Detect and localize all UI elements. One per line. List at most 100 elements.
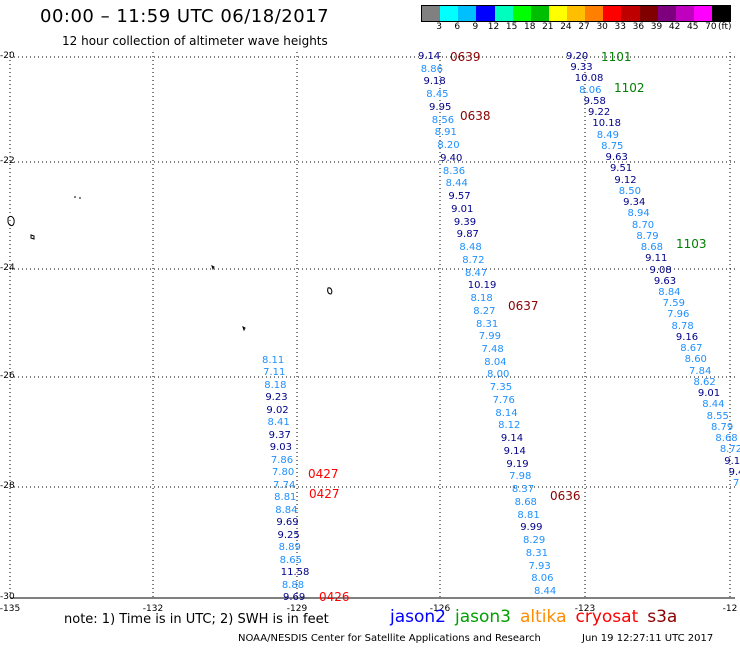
wave-height-value: 8.62 bbox=[693, 376, 716, 388]
wave-height-value: 7.98 bbox=[509, 471, 532, 483]
latitude-label: -28 bbox=[0, 481, 15, 491]
island-shape bbox=[327, 287, 333, 295]
pass-time-label: 0637 bbox=[508, 299, 539, 313]
color-swatch bbox=[440, 6, 459, 21]
wave-height-value: 9.20 bbox=[566, 51, 589, 62]
island-shape bbox=[211, 265, 215, 271]
color-scale-tick: 6 bbox=[454, 22, 461, 32]
pass-time-label: 1103 bbox=[676, 237, 707, 251]
wave-height-value: 8.04 bbox=[484, 356, 507, 368]
wave-height-value: 8.72 bbox=[719, 444, 740, 456]
wave-height-value: 8.79 bbox=[711, 421, 734, 433]
color-scale-tick: 24 bbox=[560, 22, 572, 32]
wave-height-value: 7.35 bbox=[489, 382, 513, 394]
wave-height-value: 9.4 bbox=[728, 466, 740, 478]
longitude-label: -132 bbox=[142, 604, 164, 614]
wave-height-value: 8.31 bbox=[525, 547, 548, 559]
wave-height-value: 8.79 bbox=[636, 230, 659, 242]
latitude-label: -26 bbox=[0, 371, 15, 381]
wave-height-value: 8.36 bbox=[442, 165, 466, 177]
wave-height-value: 7.9 bbox=[733, 478, 740, 489]
color-scale-tick: 42 bbox=[668, 22, 681, 32]
wave-height-value: 9.99 bbox=[520, 522, 543, 534]
color-swatch bbox=[422, 6, 441, 21]
color-swatch bbox=[530, 6, 549, 21]
wave-height-value: 9.63 bbox=[653, 275, 677, 287]
wave-height-value: 9.03 bbox=[269, 442, 292, 454]
wave-height-value: 7.96 bbox=[667, 309, 690, 321]
satellite-name-s3a: s3a bbox=[647, 607, 678, 627]
wave-height-value: 9.33 bbox=[570, 62, 593, 74]
color-scale-tick: 70 bbox=[705, 22, 717, 32]
color-swatch bbox=[603, 6, 622, 21]
wave-height-value: 8.12 bbox=[498, 420, 521, 432]
color-swatch bbox=[675, 6, 694, 21]
wave-height-value: 9.51 bbox=[609, 163, 633, 175]
wave-height-value: 9.23 bbox=[265, 392, 288, 404]
pass-time-label: 0638 bbox=[460, 109, 491, 123]
pass-time-label: 0426 bbox=[319, 590, 350, 604]
map-frame bbox=[9, 52, 735, 599]
color-swatch bbox=[585, 6, 604, 21]
island-shape bbox=[7, 215, 15, 226]
latitude-label: -24 bbox=[0, 263, 15, 273]
color-scale-tick: 18 bbox=[523, 22, 536, 32]
wave-height-value: 7.86 bbox=[270, 454, 294, 466]
color-swatch bbox=[512, 6, 531, 21]
wave-height-value: 9.14 bbox=[500, 433, 524, 445]
wave-height-value: 8.84 bbox=[658, 286, 681, 298]
wave-height-value: 9.95 bbox=[429, 101, 452, 113]
wave-height-value: 7.84 bbox=[689, 365, 712, 377]
wave-height-value: 8.81 bbox=[274, 492, 297, 504]
color-scale-tick: 9 bbox=[472, 22, 479, 32]
wave-height-value: 8.68 bbox=[640, 242, 663, 254]
color-swatch bbox=[693, 6, 712, 21]
wave-height-value: 7.76 bbox=[492, 394, 515, 406]
island-shape bbox=[74, 196, 81, 199]
wave-height-value: 9.14 bbox=[418, 51, 441, 62]
wave-height-value: 9.12 bbox=[614, 174, 637, 186]
pass-time-label: 1101 bbox=[601, 50, 632, 64]
wave-height-value: 8.31 bbox=[476, 318, 499, 330]
wave-height-value: 8.68 bbox=[514, 496, 537, 508]
longitude-label: -12 bbox=[722, 604, 738, 614]
wave-height-value: 9.40 bbox=[440, 152, 463, 164]
satellite-name-altika: altika bbox=[520, 607, 567, 627]
wave-height-value: 8.14 bbox=[495, 407, 518, 419]
wave-height-value: 8.68 bbox=[715, 433, 738, 445]
latitude-label: -22 bbox=[0, 156, 15, 166]
wave-height-value: 8.27 bbox=[473, 305, 496, 317]
wave-height-value: 8.55 bbox=[706, 410, 729, 422]
wave-height-value: 9.87 bbox=[456, 229, 479, 241]
wave-height-value: 7.59 bbox=[662, 298, 685, 310]
color-swatch bbox=[494, 6, 513, 21]
wave-height-value: 8.75 bbox=[601, 140, 624, 152]
color-swatch bbox=[712, 6, 731, 21]
wave-height-value: 8.60 bbox=[684, 354, 707, 366]
color-scale-unit: (ft) bbox=[718, 22, 732, 32]
color-swatch bbox=[458, 6, 477, 21]
latitude-label: -30 bbox=[0, 592, 15, 602]
color-scale-tick: 15 bbox=[505, 22, 518, 32]
wave-height-value: 9.12 bbox=[724, 455, 740, 467]
wave-height-value: 9.37 bbox=[268, 429, 291, 441]
wave-height-value: 9.11 bbox=[645, 253, 668, 265]
color-scale-tick: 45 bbox=[687, 22, 699, 32]
wave-height-value: 8.18 bbox=[470, 293, 493, 305]
wave-height-value: 8.88 bbox=[281, 579, 305, 591]
wave-height-value: 9.63 bbox=[605, 152, 628, 164]
color-scale-tick: 27 bbox=[578, 22, 590, 32]
wave-height-value: 9.14 bbox=[503, 445, 526, 457]
wave-height-value: 7.74 bbox=[273, 479, 296, 491]
satellite-name-jason3: jason3 bbox=[455, 607, 511, 627]
color-scale-tick: 33 bbox=[614, 22, 627, 32]
color-scale-tick: 36 bbox=[632, 22, 645, 32]
wave-height-value: 8.65 bbox=[279, 554, 302, 566]
wave-height-value: 7.48 bbox=[481, 343, 504, 355]
wave-height-value: 8.00 bbox=[487, 369, 510, 381]
wave-height-value: 9.69 bbox=[283, 592, 306, 603]
wave-height-value: 9.58 bbox=[583, 95, 606, 107]
wave-height-value: 7.11 bbox=[263, 367, 286, 379]
longitude-label: -129 bbox=[286, 604, 308, 614]
wave-height-value: 8.44 bbox=[445, 178, 468, 190]
